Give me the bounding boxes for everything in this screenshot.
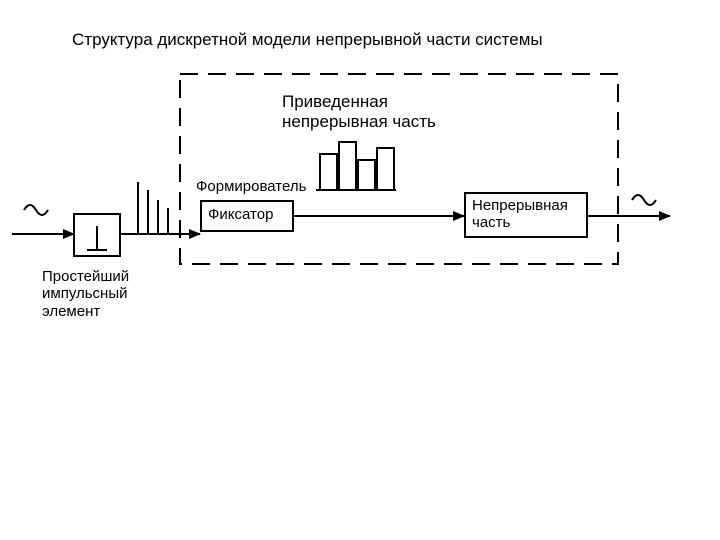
fixator-block: Фиксатор xyxy=(200,200,294,232)
impulse-element-label: Простейшийимпульсныйэлемент xyxy=(42,268,129,320)
former-label: Формирователь xyxy=(196,178,306,195)
output-wave-icon xyxy=(632,195,656,205)
bar-0 xyxy=(320,154,337,190)
bar-2 xyxy=(358,160,375,190)
continuous-part-block: Непрерывнаячасть xyxy=(464,192,588,238)
diagram-title: Структура дискретной модели непрерывной … xyxy=(72,30,543,50)
bar-1 xyxy=(339,142,356,190)
impulse-block xyxy=(74,214,120,256)
reduced-continuous-label: Приведеннаянепрерывная часть xyxy=(282,92,436,131)
bar-3 xyxy=(377,148,394,190)
input-wave-icon xyxy=(24,205,48,215)
